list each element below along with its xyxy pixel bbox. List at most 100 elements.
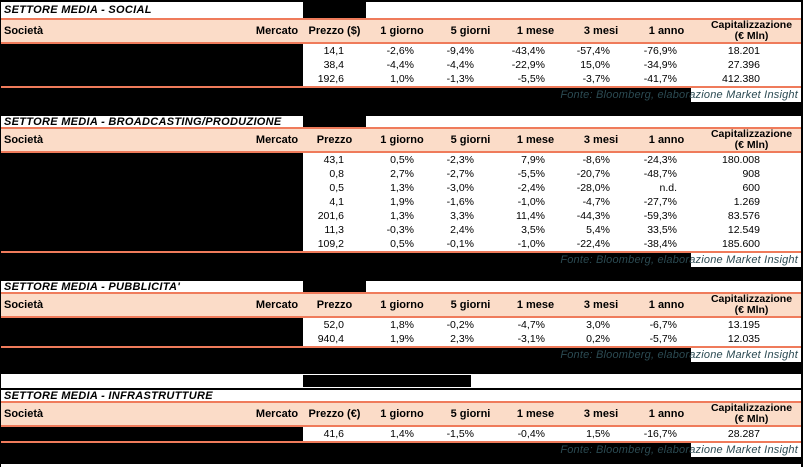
- col-header-prezzo: Prezzo: [316, 299, 353, 311]
- col-header-mercato: Mercato: [255, 408, 299, 420]
- 1-anno-cell: -6,7%: [649, 319, 677, 331]
- societa-cell-redacted: [1, 195, 251, 209]
- col-header-5-giorni: 5 giorni: [450, 25, 491, 37]
- 1-anno-cell: -38,4%: [643, 238, 677, 250]
- col-header-societa: Società: [4, 408, 44, 420]
- capitalizzazione-cell: 600: [742, 182, 760, 194]
- redaction-box: [303, 2, 366, 18]
- 1-mese-cell: 11,4%: [516, 210, 545, 222]
- 1-giorno-cell: 1,9%: [390, 196, 414, 208]
- separator-redaction-bar: [1, 102, 801, 114]
- col-header-1-giorno: 1 giorno: [380, 408, 424, 420]
- col-header-mercato: Mercato: [255, 299, 299, 311]
- mercato-cell-redacted: [251, 426, 303, 442]
- capitalizzazione-cell: 12.549: [727, 224, 760, 236]
- separator-redaction-bar: [1, 362, 801, 374]
- col-header-cap-line1: Capitalizzazione: [710, 293, 793, 305]
- redaction-box: [303, 281, 366, 292]
- 1-mese-cell: 3,5%: [521, 224, 545, 236]
- mercato-cell-redacted: [251, 72, 303, 87]
- capitalizzazione-cell: 180.008: [722, 154, 760, 166]
- societa-cell-redacted: [1, 152, 251, 167]
- table-row: 14,1 -2,6% -9,4% -43,4% -57,4% -76,9% 18.201: [1, 43, 801, 58]
- 1-mese-cell: -2,4%: [517, 182, 545, 194]
- col-header-3-mesi: 3 mesi: [583, 25, 619, 37]
- table-row: 4,1 1,9% -1,6% -1,0% -4,7% -27,7% 1.269: [1, 195, 801, 209]
- 3-mesi-cell: -4,7%: [582, 196, 610, 208]
- col-header-1-anno: 1 anno: [648, 299, 685, 311]
- section-pubblicita: SETTORE MEDIA - PUBBLICITA' Società Merc…: [1, 279, 801, 374]
- prezzo-cell: 52,0: [323, 319, 344, 331]
- 1-giorno-cell: 0,5%: [390, 154, 414, 166]
- section-infrastrutture: SETTORE MEDIA - INFRASTRUTTURE Società M…: [1, 388, 801, 464]
- capitalizzazione-cell: 28.287: [727, 428, 760, 440]
- 3-mesi-cell: -22,4%: [576, 238, 610, 250]
- 1-mese-cell: -1,0%: [517, 196, 545, 208]
- 1-anno-cell: -24,3%: [643, 154, 677, 166]
- 1-giorno-cell: -2,6%: [386, 45, 414, 57]
- mercato-cell-redacted: [251, 152, 303, 167]
- col-header-cap-line1: Capitalizzazione: [710, 128, 793, 140]
- 5-giorni-cell: 2,4%: [450, 224, 474, 236]
- 1-mese-cell: -5,5%: [517, 73, 545, 85]
- 1-giorno-cell: 0,5%: [390, 238, 414, 250]
- col-header-1-anno: 1 anno: [648, 134, 685, 146]
- section-title-row: SETTORE MEDIA - SOCIAL: [1, 0, 801, 18]
- data-table-infrastrutture: Società Mercato Prezzo (€) 1 giorno 5 gi…: [1, 401, 801, 443]
- 3-mesi-cell: -3,7%: [582, 73, 610, 85]
- 5-giorni-cell: -0,2%: [446, 319, 474, 331]
- source-row: Fonte: Bloomberg, elaborazione Market In…: [1, 253, 801, 267]
- table-row: 201,6 1,3% 3,3% 11,4% -44,3% -59,3% 83.576: [1, 209, 801, 223]
- 3-mesi-cell: -57,4%: [576, 45, 610, 57]
- 5-giorni-cell: -1,3%: [446, 73, 474, 85]
- table-header-row: Società Mercato Prezzo 1 giorno 5 giorni…: [1, 128, 801, 152]
- col-header-cap-line1: Capitalizzazione: [710, 402, 793, 414]
- col-header-cap-line2: (€ Mln): [734, 304, 769, 316]
- data-table-broadcasting: Società Mercato Prezzo 1 giorno 5 giorni…: [1, 127, 801, 253]
- col-header-1-giorno: 1 giorno: [380, 299, 424, 311]
- mercato-cell-redacted: [251, 195, 303, 209]
- prezzo-cell: 940,4: [317, 333, 344, 345]
- 1-mese-cell: -3,1%: [517, 333, 545, 345]
- 5-giorni-cell: -2,7%: [446, 168, 474, 180]
- capitalizzazione-cell: 18.201: [727, 45, 760, 57]
- 5-giorni-cell: 3,3%: [450, 210, 474, 222]
- col-header-1-giorno: 1 giorno: [380, 25, 424, 37]
- 3-mesi-cell: -8,6%: [582, 154, 610, 166]
- 1-giorno-cell: 2,7%: [390, 168, 414, 180]
- col-header-1-mese: 1 mese: [516, 134, 555, 146]
- societa-cell-redacted: [1, 43, 251, 58]
- 1-anno-cell: -5,7%: [649, 333, 677, 345]
- 5-giorni-cell: -3,0%: [446, 182, 474, 194]
- societa-cell-redacted: [1, 72, 251, 87]
- 1-giorno-cell: 1,8%: [390, 319, 414, 331]
- mercato-cell-redacted: [251, 167, 303, 181]
- section-title: SETTORE MEDIA - BROADCASTING/PRODUZIONE: [4, 115, 282, 128]
- col-header-societa: Società: [4, 299, 44, 311]
- 1-mese-cell: -5,5%: [517, 168, 545, 180]
- table-row: 52,0 1,8% -0,2% -4,7% 3,0% -6,7% 13.195: [1, 317, 801, 332]
- societa-cell-redacted: [1, 58, 251, 72]
- source-row: Fonte: Bloomberg, elaborazione Market In…: [1, 443, 801, 457]
- col-header-prezzo: Prezzo: [316, 134, 353, 146]
- source-row: Fonte: Bloomberg, elaborazione Market In…: [1, 348, 801, 362]
- table-header-row: Società Mercato Prezzo 1 giorno 5 giorni…: [1, 293, 801, 317]
- 3-mesi-cell: 3,0%: [586, 319, 610, 331]
- 5-giorni-cell: -2,3%: [446, 154, 474, 166]
- separator-redaction-bar: [1, 457, 801, 464]
- capitalizzazione-cell: 27.396: [727, 59, 760, 71]
- section-title-row: SETTORE MEDIA - PUBBLICITA': [1, 279, 801, 293]
- col-header-cap-line2: (€ Mln): [734, 139, 769, 151]
- prezzo-cell: 11,3: [324, 224, 344, 236]
- 5-giorni-cell: -9,4%: [446, 45, 474, 57]
- 1-anno-cell: n.d.: [659, 182, 677, 194]
- table-row: 43,1 0,5% -2,3% 7,9% -8,6% -24,3% 180.008: [1, 152, 801, 167]
- 3-mesi-cell: 1,5%: [586, 428, 610, 440]
- capitalizzazione-cell: 412.380: [722, 73, 760, 85]
- 1-giorno-cell: 1,9%: [390, 333, 414, 345]
- societa-cell-redacted: [1, 209, 251, 223]
- table-row: 38,4 -4,4% -4,4% -22,9% 15,0% -34,9% 27.396: [1, 58, 801, 72]
- col-header-3-mesi: 3 mesi: [583, 299, 619, 311]
- table-row: 0,8 2,7% -2,7% -5,5% -20,7% -48,7% 908: [1, 167, 801, 181]
